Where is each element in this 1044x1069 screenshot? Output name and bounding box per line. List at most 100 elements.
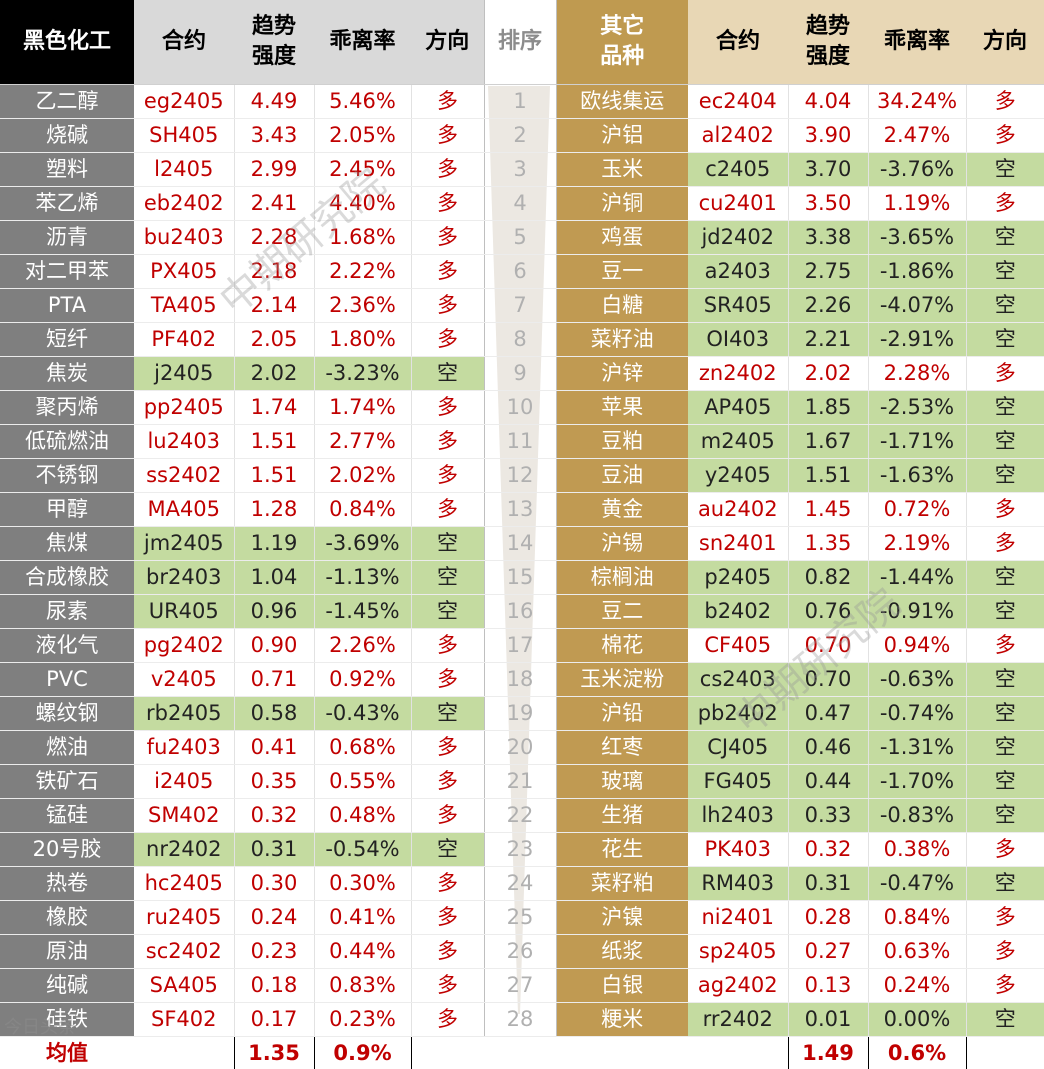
right-trend-strength: 1.35 <box>788 527 868 561</box>
left-contract-code: SH405 <box>134 119 234 153</box>
left-trend-strength: 2.05 <box>234 323 314 357</box>
left-direction: 多 <box>411 85 484 119</box>
right-sector-name: 玉米 <box>556 153 688 187</box>
right-contract-code: cs2403 <box>688 663 788 697</box>
left-contract-code: pp2405 <box>134 391 234 425</box>
left-contract-code: PF402 <box>134 323 234 357</box>
right-trend-strength: 2.26 <box>788 289 868 323</box>
right-trend-strength: 1.67 <box>788 425 868 459</box>
right-trend-strength: 0.70 <box>788 629 868 663</box>
rank-number: 7 <box>484 289 556 323</box>
right-sector-name: 菜籽油 <box>556 323 688 357</box>
left-deviation-rate: 0.30% <box>314 867 411 901</box>
right-deviation-rate: -2.91% <box>868 323 966 357</box>
right-contract-code: a2403 <box>688 255 788 289</box>
left-sector-name: 乙二醇 <box>0 85 134 119</box>
right-deviation-rate: 2.28% <box>868 357 966 391</box>
left-sector-name: 螺纹钢 <box>0 697 134 731</box>
left-direction: 多 <box>411 867 484 901</box>
left-average-contract-blank <box>134 1037 234 1069</box>
right-trend-strength: 0.33 <box>788 799 868 833</box>
right-sector-name: 白糖 <box>556 289 688 323</box>
left-contract-code: SA405 <box>134 969 234 1003</box>
rank-number: 6 <box>484 255 556 289</box>
left-deviation-rate: 2.77% <box>314 425 411 459</box>
right-deviation-rate: 1.19% <box>868 187 966 221</box>
left-sector-name: 橡胶 <box>0 901 134 935</box>
left-sector-name: 短纤 <box>0 323 134 357</box>
rank-number: 12 <box>484 459 556 493</box>
left-sector-name: 液化气 <box>0 629 134 663</box>
right-deviation-rate: 0.63% <box>868 935 966 969</box>
rank-number: 21 <box>484 765 556 799</box>
right-sector-name: 棉花 <box>556 629 688 663</box>
left-trend-strength: 2.18 <box>234 255 314 289</box>
left-direction: 多 <box>411 493 484 527</box>
right-contract-code: PK403 <box>688 833 788 867</box>
left-trend-strength: 2.28 <box>234 221 314 255</box>
right-deviation-rate: -4.07% <box>868 289 966 323</box>
left-sector-name: 塑料 <box>0 153 134 187</box>
right-direction: 空 <box>966 765 1044 799</box>
left-contract-code: UR405 <box>134 595 234 629</box>
right-direction: 空 <box>966 459 1044 493</box>
left-header-deviation: 乖离率 <box>314 0 411 85</box>
left-header-sector: 黑色化工 <box>0 0 134 85</box>
rank-number: 20 <box>484 731 556 765</box>
right-average-deviation: 0.6% <box>868 1037 966 1069</box>
left-sector-name: 燃油 <box>0 731 134 765</box>
right-deviation-rate: -1.70% <box>868 765 966 799</box>
left-direction: 多 <box>411 323 484 357</box>
right-contract-code: OI403 <box>688 323 788 357</box>
left-direction: 多 <box>411 799 484 833</box>
left-contract-code: lu2403 <box>134 425 234 459</box>
left-contract-code: TA405 <box>134 289 234 323</box>
right-direction: 多 <box>966 935 1044 969</box>
right-deviation-rate: 34.24% <box>868 85 966 119</box>
left-sector-name: PTA <box>0 289 134 323</box>
left-deviation-rate: 4.40% <box>314 187 411 221</box>
right-trend-strength: 0.47 <box>788 697 868 731</box>
left-contract-code: rb2405 <box>134 697 234 731</box>
rank-number: 15 <box>484 561 556 595</box>
right-direction: 空 <box>966 255 1044 289</box>
left-trend-strength: 2.02 <box>234 357 314 391</box>
left-contract-code: jm2405 <box>134 527 234 561</box>
right-trend-strength: 3.70 <box>788 153 868 187</box>
right-sector-name: 豆二 <box>556 595 688 629</box>
left-header-direction: 方向 <box>411 0 484 85</box>
right-sector-name: 欧线集运 <box>556 85 688 119</box>
left-contract-code: SF402 <box>134 1003 234 1037</box>
right-direction: 空 <box>966 663 1044 697</box>
right-sector-name: 纸浆 <box>556 935 688 969</box>
left-sector-name: 硅铁 <box>0 1003 134 1037</box>
right-average-direction-blank <box>966 1037 1044 1069</box>
left-trend-strength: 1.74 <box>234 391 314 425</box>
rank-number: 14 <box>484 527 556 561</box>
rank-number: 27 <box>484 969 556 1003</box>
right-sector-name: 沪铅 <box>556 697 688 731</box>
left-sector-name: 烧碱 <box>0 119 134 153</box>
left-contract-code: nr2402 <box>134 833 234 867</box>
left-direction: 多 <box>411 289 484 323</box>
left-header-strength-text: 趋势 强度 <box>252 14 296 69</box>
left-direction: 多 <box>411 969 484 1003</box>
left-sector-name: 沥青 <box>0 221 134 255</box>
left-contract-code: sc2402 <box>134 935 234 969</box>
left-trend-strength: 0.35 <box>234 765 314 799</box>
left-trend-strength: 0.58 <box>234 697 314 731</box>
right-trend-strength: 0.70 <box>788 663 868 697</box>
left-deviation-rate: -0.54% <box>314 833 411 867</box>
left-deviation-rate: 2.02% <box>314 459 411 493</box>
right-contract-code: m2405 <box>688 425 788 459</box>
